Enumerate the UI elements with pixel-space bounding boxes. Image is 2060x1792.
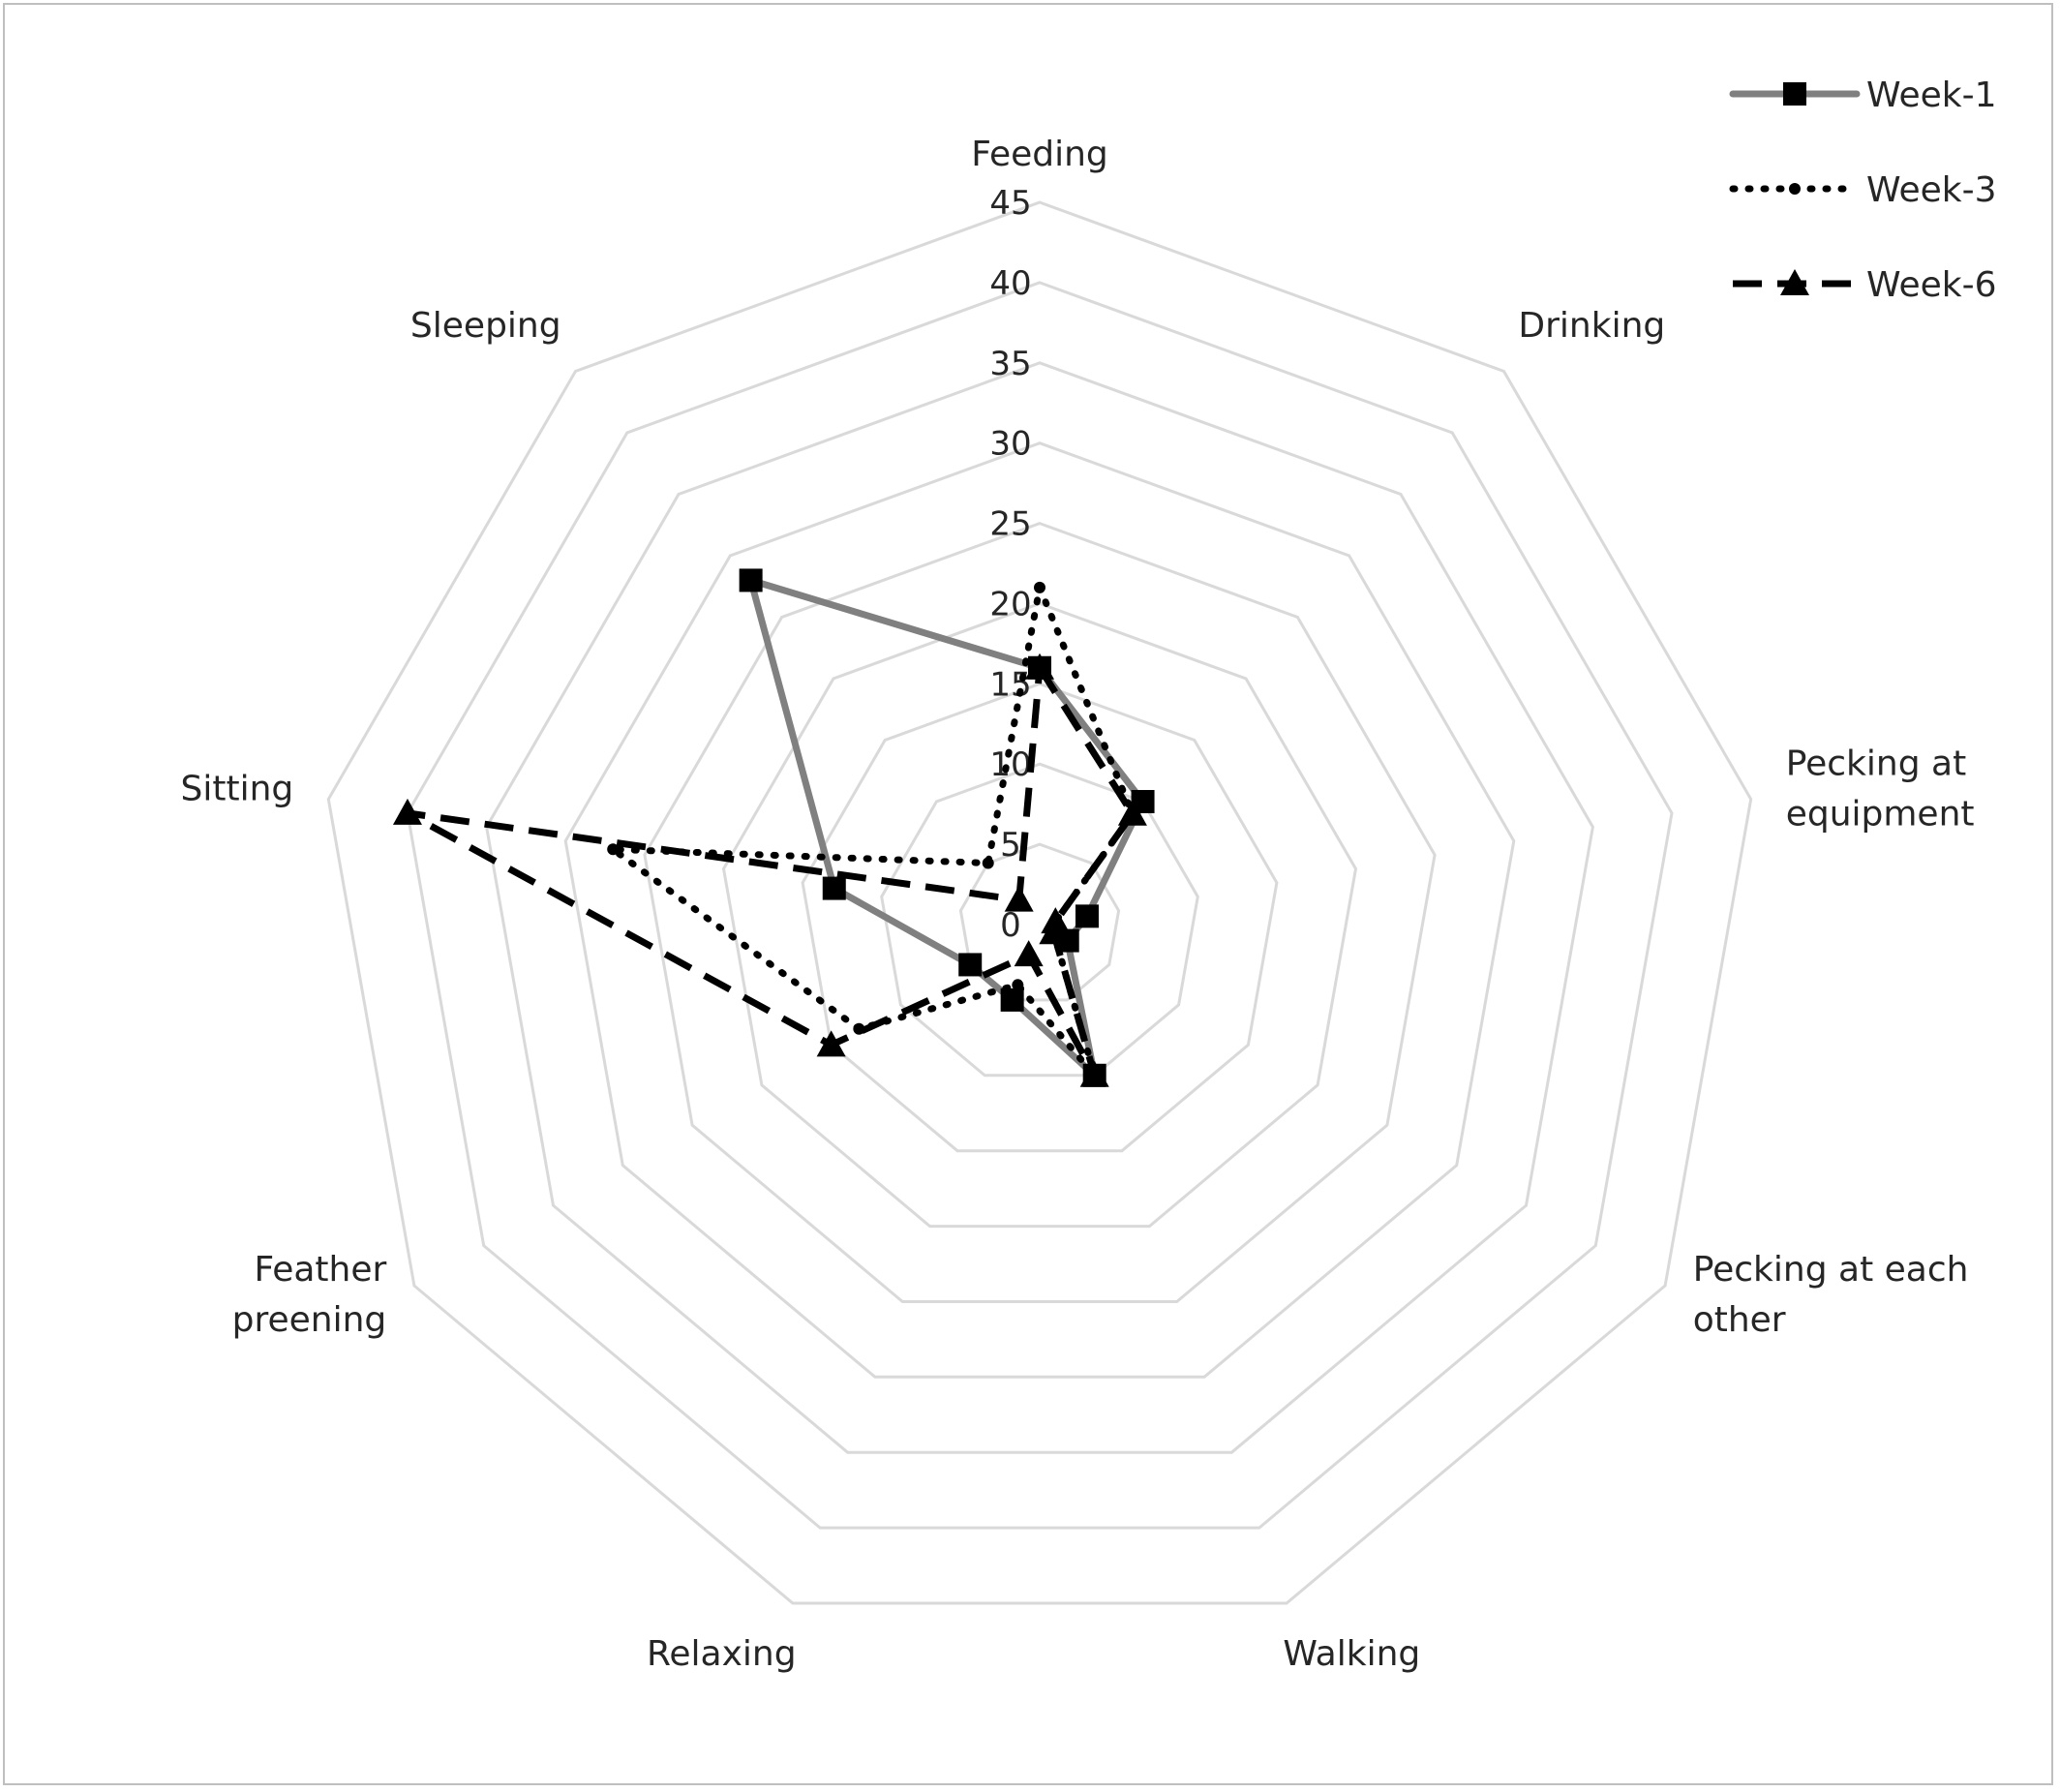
tick-label: 40 — [989, 264, 1031, 303]
data-point — [1025, 653, 1054, 680]
data-point — [1041, 907, 1071, 934]
data-point — [1039, 918, 1069, 945]
category-labels: Feeding Drinking Pecking at equipment Peckin… — [181, 135, 1975, 1674]
series-Week-1 — [739, 568, 1155, 1087]
data-point — [816, 1030, 846, 1057]
category-label: Relaxing — [647, 1634, 797, 1674]
data-point — [1075, 904, 1099, 928]
legend-label: Week-3 — [1866, 170, 1997, 210]
category-label: Sitting — [181, 770, 294, 809]
grid-ring — [880, 762, 1199, 1078]
data-point — [1034, 581, 1045, 593]
data-point — [1117, 799, 1147, 826]
legend-label: Week-1 — [1866, 76, 1997, 115]
legend-label: Week-6 — [1866, 265, 1997, 305]
tick-label: 15 — [989, 665, 1031, 704]
data-point — [607, 843, 620, 856]
grid-ring — [406, 281, 1674, 1530]
data-point — [1000, 987, 1024, 1012]
grid — [326, 200, 1753, 1605]
data-point — [958, 953, 983, 977]
tick-label: 25 — [989, 505, 1031, 544]
category-label: Sleeping — [410, 306, 561, 346]
tick-label: 0 — [1000, 906, 1021, 945]
category-label: Feeding — [971, 135, 1108, 174]
category-label: Drinking — [1518, 306, 1665, 346]
category-label: preening — [232, 1300, 387, 1340]
category-label: Feather — [254, 1250, 386, 1290]
data-point — [853, 1022, 865, 1035]
data-point — [1012, 979, 1024, 991]
grid-ring — [326, 200, 1753, 1605]
grid-ring — [563, 441, 1516, 1379]
grid-ring — [485, 361, 1594, 1454]
data-point — [392, 798, 422, 825]
tick-label: 20 — [989, 585, 1031, 623]
tick-label: 45 — [989, 184, 1031, 223]
tick-label: 5 — [1000, 826, 1021, 865]
category-label: Pecking at each — [1693, 1250, 1969, 1290]
legend-marker — [1783, 82, 1806, 106]
data-point — [982, 857, 994, 869]
category-label: other — [1693, 1300, 1786, 1340]
grid-ring — [643, 522, 1437, 1303]
legend: Week-1 Week-3 Week-6 — [1729, 76, 1997, 305]
tick-label: 30 — [989, 425, 1031, 464]
legend-marker — [1780, 269, 1809, 295]
category-label: Pecking at — [1786, 744, 1967, 784]
data-point — [822, 876, 846, 900]
grid-ring — [721, 601, 1358, 1229]
tick-label: 35 — [989, 345, 1031, 383]
series-Week-6 — [392, 653, 1147, 1087]
grid-ring — [801, 682, 1279, 1153]
series-line — [747, 576, 1147, 1079]
category-label: equipment — [1786, 795, 1975, 835]
category-label: Walking — [1283, 1634, 1420, 1674]
data-point — [1004, 885, 1034, 912]
data-point — [1079, 1060, 1109, 1087]
series-line — [404, 664, 1136, 1079]
legend-marker — [1789, 183, 1801, 195]
data-point — [1014, 940, 1044, 967]
data-point — [739, 568, 763, 592]
